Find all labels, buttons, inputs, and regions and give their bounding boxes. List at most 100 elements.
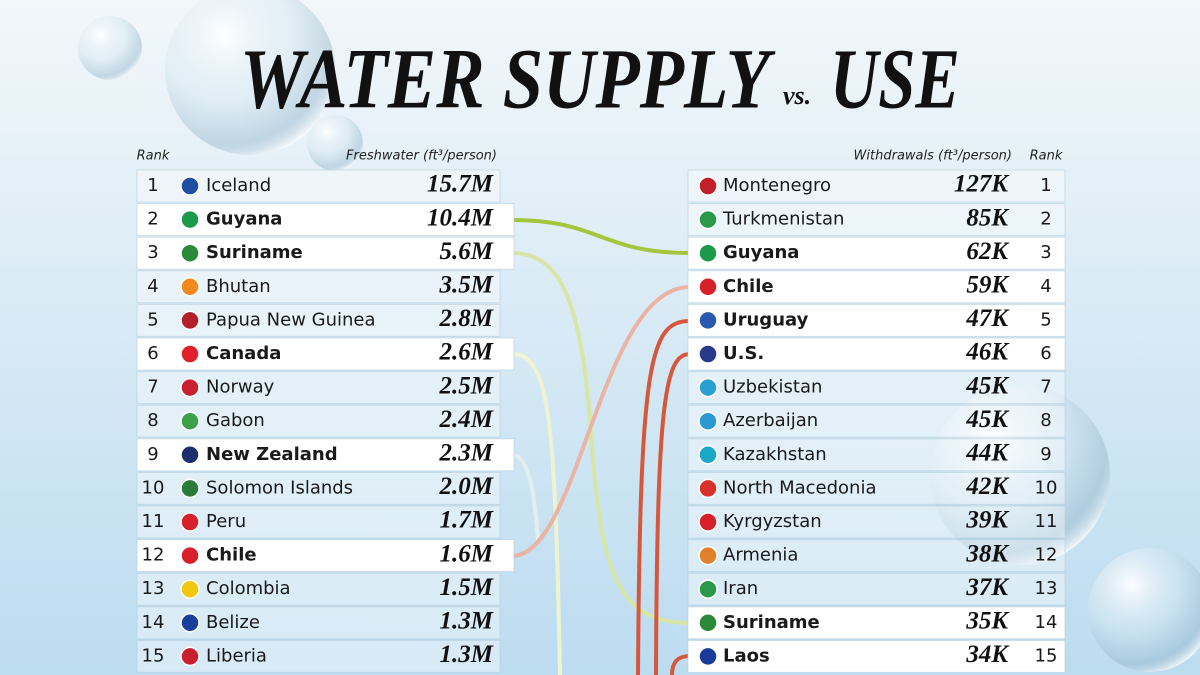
rank: 11	[142, 511, 165, 532]
country: Laos	[723, 645, 770, 666]
value: 2.8M	[439, 305, 494, 332]
row-background	[687, 539, 1066, 573]
flag	[698, 377, 718, 398]
rank: 14	[1035, 612, 1058, 633]
country: Kyrgyzstan	[723, 511, 822, 532]
value: 85K	[966, 204, 1010, 231]
value: 2.5M	[439, 372, 494, 399]
flag	[180, 579, 200, 599]
country: Azerbaijan	[723, 410, 818, 431]
title-middle: vs.	[783, 81, 811, 110]
flag	[180, 344, 200, 364]
row-background	[687, 270, 1066, 304]
row-background	[687, 639, 1066, 673]
rank: 6	[1040, 343, 1051, 364]
value: 2.6M	[439, 339, 494, 366]
flag	[180, 646, 200, 667]
country: Norway	[206, 377, 275, 398]
value: 39K	[965, 507, 1010, 534]
flag	[698, 411, 718, 431]
rank: 2	[147, 209, 158, 230]
rank: 4	[147, 276, 158, 297]
country: Chile	[206, 545, 257, 566]
row-background	[136, 539, 515, 573]
country: Uzbekistan	[723, 377, 822, 398]
rank: 7	[147, 377, 158, 398]
value: 42K	[965, 473, 1010, 500]
rank: 2	[1040, 209, 1051, 230]
country: Liberia	[206, 645, 267, 666]
country: Guyana	[206, 209, 282, 230]
country: Colombia	[206, 578, 291, 599]
row-background	[687, 303, 1066, 337]
flag	[180, 209, 200, 230]
rank: 12	[1035, 545, 1058, 566]
rank: 8	[1040, 410, 1051, 431]
value: 15.7M	[427, 171, 494, 198]
value: 127K	[954, 171, 1011, 198]
row-background	[687, 203, 1066, 237]
rank: 14	[142, 612, 165, 633]
country: Gabon	[206, 410, 265, 431]
rank: 1	[147, 175, 158, 196]
value: 2.0M	[439, 473, 494, 500]
value: 1.6M	[440, 540, 494, 567]
rank: 9	[1040, 444, 1051, 465]
rank: 15	[142, 645, 165, 666]
flag	[698, 310, 718, 331]
row-background	[687, 606, 1066, 640]
rank: 1	[1040, 175, 1051, 196]
rank: 5	[1040, 309, 1051, 330]
value: 5.6M	[440, 238, 494, 265]
country: North Macedonia	[723, 477, 876, 498]
country: Turkmenistan	[722, 209, 844, 230]
flag	[180, 243, 200, 263]
row-background	[687, 337, 1066, 371]
rank: 10	[142, 477, 165, 498]
flag	[180, 512, 200, 532]
value: 1.3M	[440, 641, 494, 668]
rank: 3	[1040, 242, 1051, 263]
country: Belize	[206, 612, 260, 633]
row-background	[687, 471, 1066, 505]
value: 1.7M	[440, 507, 494, 534]
flag	[180, 310, 200, 331]
value: 10.4M	[427, 204, 494, 231]
rank: 3	[147, 242, 158, 263]
rows: 1 Iceland 15.7M 2 Guyana 10.4M 3 Suriname 5.6M 4 B…	[136, 169, 1066, 673]
row-background	[136, 572, 501, 606]
value: 3.5M	[439, 272, 494, 299]
row-background	[687, 572, 1066, 606]
row-background	[136, 203, 515, 237]
country: Suriname	[723, 612, 820, 633]
rank: 8	[147, 410, 158, 431]
flag	[698, 243, 718, 263]
value: 1.5M	[440, 574, 494, 601]
flag	[180, 411, 200, 431]
flag	[698, 579, 718, 599]
rank-header: Rank	[1030, 149, 1063, 164]
flag	[180, 478, 200, 499]
value: 47K	[965, 305, 1010, 332]
value-header: Withdrawals (ft³/person)	[854, 149, 1012, 164]
country: Iceland	[206, 175, 271, 196]
country: Papua New Guinea	[206, 309, 376, 330]
flag	[698, 613, 718, 633]
value: 34K	[965, 641, 1010, 668]
flag	[180, 377, 200, 398]
flag	[698, 445, 718, 465]
rank: 13	[1035, 578, 1058, 599]
rank-header: Rank	[137, 149, 170, 164]
value: 45K	[965, 406, 1010, 433]
value: 2.3M	[439, 440, 494, 467]
country: Guyana	[723, 242, 799, 263]
row-background	[687, 505, 1066, 539]
flag	[698, 344, 718, 364]
flag	[180, 277, 200, 297]
rank: 5	[147, 309, 158, 330]
rank: 4	[1040, 276, 1051, 297]
row-background	[687, 404, 1066, 438]
row-background	[136, 236, 515, 270]
rank: 12	[142, 545, 165, 566]
